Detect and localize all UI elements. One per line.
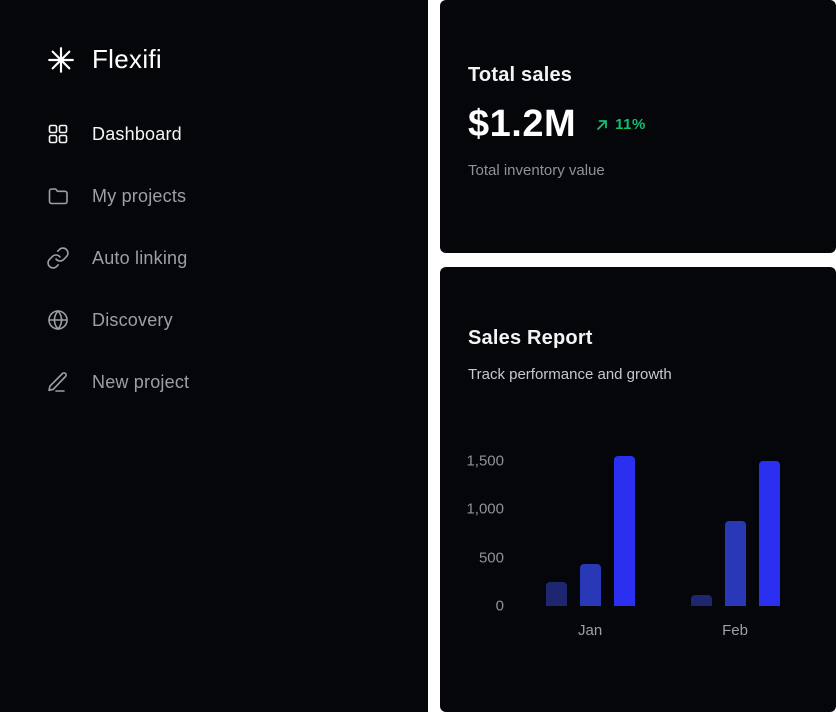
sales-report-card: Sales Report Track performance and growt… <box>440 267 836 712</box>
sidebar: Flexifi Dashboard <box>0 0 428 712</box>
plot-area <box>518 456 808 606</box>
bar-jan-mid <box>580 564 601 606</box>
bar-feb-high <box>759 461 780 606</box>
dashboard-grid-icon <box>46 122 70 146</box>
total-sales-title: Total sales <box>468 64 573 86</box>
total-sales-card: Total sales $1.2M 11% Total inventory va… <box>440 0 836 253</box>
trend-percentage: 11% <box>615 116 646 133</box>
brand-name: Flexifi <box>92 44 162 74</box>
total-sales-subtitle: Total inventory value <box>468 162 605 179</box>
sidebar-item-discovery[interactable]: Discovery <box>46 303 428 337</box>
globe-icon <box>46 308 70 332</box>
sidebar-item-auto-linking[interactable]: Auto linking <box>46 241 428 275</box>
bar-group-feb <box>691 461 780 606</box>
sidebar-item-label: Discovery <box>92 309 173 330</box>
folder-icon <box>46 184 70 208</box>
pencil-icon <box>46 370 70 394</box>
bar-group-jan <box>546 456 635 606</box>
sidebar-nav: Dashboard My projects Auto linking <box>0 117 428 399</box>
sidebar-item-label: Dashboard <box>92 123 182 144</box>
y-tick-500: 500 <box>478 549 504 567</box>
total-sales-value-row: $1.2M 11% <box>468 103 808 146</box>
bar-feb-mid <box>725 521 746 606</box>
arrow-up-right-icon <box>594 117 610 133</box>
trend-badge: 11% <box>594 116 646 133</box>
x-axis: Jan Feb <box>518 622 808 639</box>
sidebar-item-dashboard[interactable]: Dashboard <box>46 117 428 151</box>
link-icon <box>46 246 70 270</box>
y-axis: 1,500 1,000 500 0 <box>466 453 518 615</box>
brand[interactable]: Flexifi <box>0 0 428 75</box>
x-tick-jan: Jan <box>577 622 603 639</box>
total-sales-value: $1.2M <box>468 103 577 145</box>
bar-feb-low <box>691 595 712 606</box>
sales-bar-chart: 1,500 1,000 500 0 Jan Feb <box>466 453 808 639</box>
y-tick-0: 0 <box>495 597 504 615</box>
sidebar-item-label: Auto linking <box>92 247 188 268</box>
sales-report-title: Sales Report <box>468 327 593 349</box>
sidebar-item-my-projects[interactable]: My projects <box>46 179 428 213</box>
bar-jan-low <box>546 582 567 606</box>
chart-body: 1,500 1,000 500 0 <box>466 453 808 615</box>
sales-report-subtitle: Track performance and growth <box>468 366 672 383</box>
bar-jan-high <box>614 456 635 606</box>
y-tick-1000: 1,000 <box>466 500 504 518</box>
sidebar-item-label: New project <box>92 371 190 392</box>
x-tick-feb: Feb <box>722 622 748 639</box>
sidebar-item-new-project[interactable]: New project <box>46 365 428 399</box>
asterisk-logo-icon <box>46 45 76 75</box>
y-tick-1500: 1,500 <box>466 452 504 470</box>
sidebar-item-label: My projects <box>92 185 187 206</box>
